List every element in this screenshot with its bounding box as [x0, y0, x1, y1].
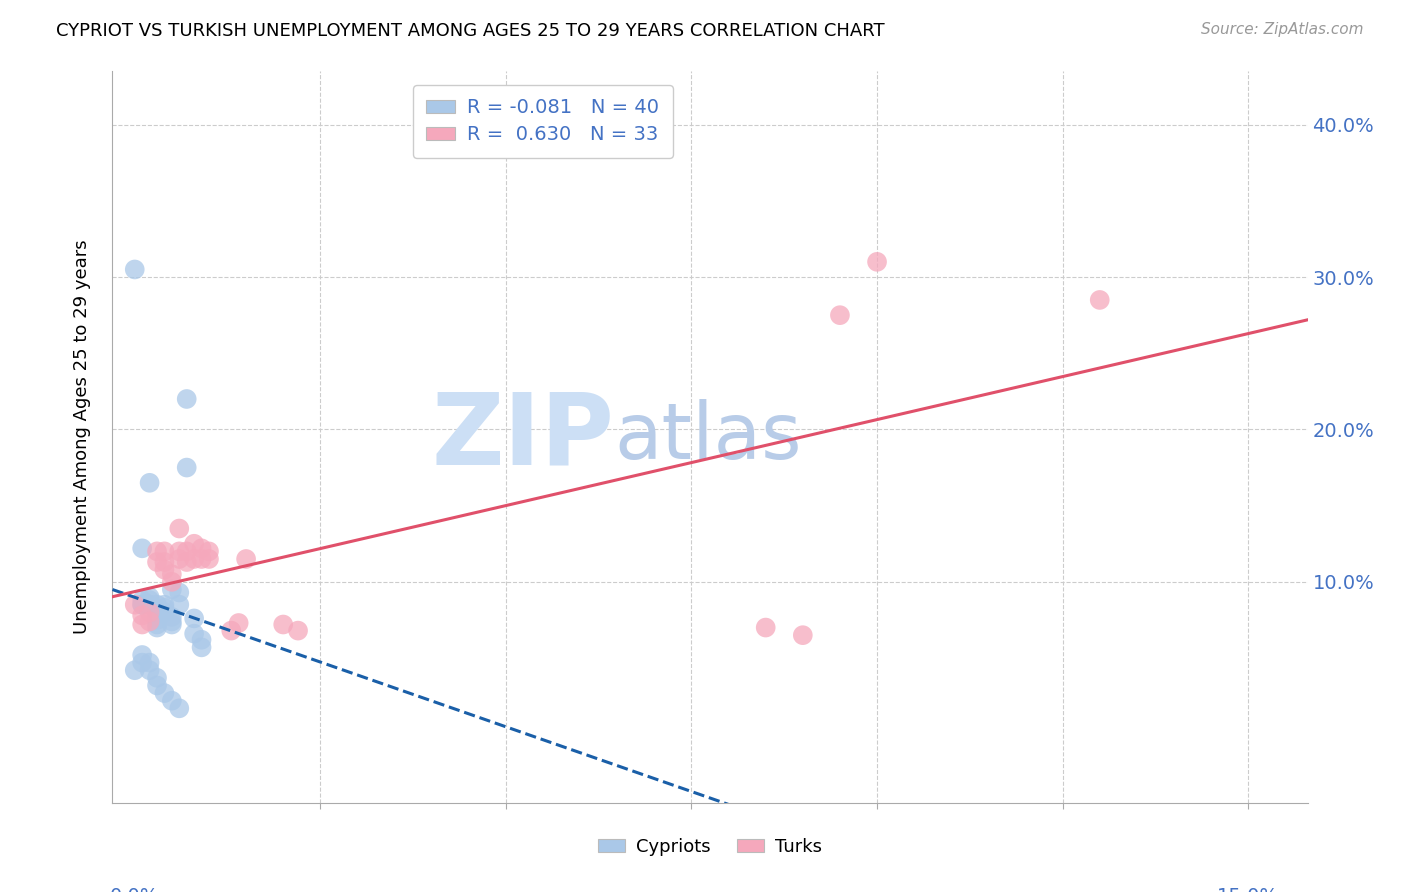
Point: [146, 621, 169, 635]
Point: [169, 552, 191, 566]
Point: [271, 617, 294, 632]
Point: [146, 555, 169, 569]
Point: [190, 541, 212, 556]
Point: [160, 617, 183, 632]
Point: [169, 701, 191, 715]
Point: [131, 593, 153, 607]
Point: [124, 663, 146, 677]
Text: Source: ZipAtlas.com: Source: ZipAtlas.com: [1201, 22, 1364, 37]
Point: [146, 671, 169, 685]
Point: [169, 521, 191, 535]
Point: [866, 255, 889, 269]
Text: 0.0%: 0.0%: [110, 887, 159, 892]
Point: [183, 537, 205, 551]
Point: [131, 656, 153, 670]
Point: [755, 621, 778, 635]
Point: [198, 552, 221, 566]
Text: 15.0%: 15.0%: [1218, 887, 1279, 892]
Point: [146, 544, 169, 558]
Point: [228, 615, 250, 630]
Point: [176, 392, 198, 406]
Point: [160, 610, 183, 624]
Point: [190, 640, 212, 655]
Point: [160, 567, 183, 582]
Point: [138, 605, 160, 619]
Point: [153, 555, 176, 569]
Point: [138, 656, 160, 670]
Point: [146, 678, 169, 692]
Point: [183, 611, 205, 625]
Point: [828, 308, 851, 322]
Point: [169, 585, 191, 599]
Text: ZIP: ZIP: [432, 389, 614, 485]
Point: [124, 598, 146, 612]
Point: [153, 686, 176, 700]
Point: [131, 598, 153, 612]
Point: [131, 608, 153, 623]
Legend: Cypriots, Turks: Cypriots, Turks: [586, 827, 834, 867]
Point: [190, 632, 212, 647]
Point: [138, 663, 160, 677]
Point: [160, 582, 183, 597]
Point: [146, 602, 169, 616]
Point: [219, 624, 242, 638]
Point: [138, 615, 160, 629]
Point: [153, 544, 176, 558]
Point: [131, 541, 153, 556]
Point: [146, 607, 169, 621]
Point: [160, 574, 183, 589]
Point: [190, 552, 212, 566]
Point: [792, 628, 814, 642]
Point: [153, 563, 176, 577]
Point: [183, 626, 205, 640]
Point: [1088, 293, 1111, 307]
Point: [146, 613, 169, 627]
Point: [138, 593, 160, 607]
Point: [287, 624, 309, 638]
Point: [146, 617, 169, 632]
Point: [131, 617, 153, 632]
Y-axis label: Unemployment Among Ages 25 to 29 years: Unemployment Among Ages 25 to 29 years: [73, 240, 91, 634]
Point: [160, 615, 183, 629]
Point: [153, 600, 176, 615]
Point: [124, 262, 146, 277]
Point: [235, 552, 257, 566]
Point: [160, 694, 183, 708]
Point: [146, 598, 169, 612]
Point: [169, 544, 191, 558]
Point: [176, 544, 198, 558]
Point: [138, 475, 160, 490]
Point: [153, 598, 176, 612]
Point: [138, 590, 160, 604]
Point: [131, 648, 153, 662]
Point: [176, 555, 198, 569]
Point: [138, 598, 160, 612]
Point: [198, 544, 221, 558]
Point: [153, 605, 176, 619]
Text: CYPRIOT VS TURKISH UNEMPLOYMENT AMONG AGES 25 TO 29 YEARS CORRELATION CHART: CYPRIOT VS TURKISH UNEMPLOYMENT AMONG AG…: [56, 22, 884, 40]
Point: [183, 552, 205, 566]
Point: [176, 460, 198, 475]
Point: [169, 598, 191, 612]
Text: atlas: atlas: [614, 399, 801, 475]
Point: [131, 598, 153, 612]
